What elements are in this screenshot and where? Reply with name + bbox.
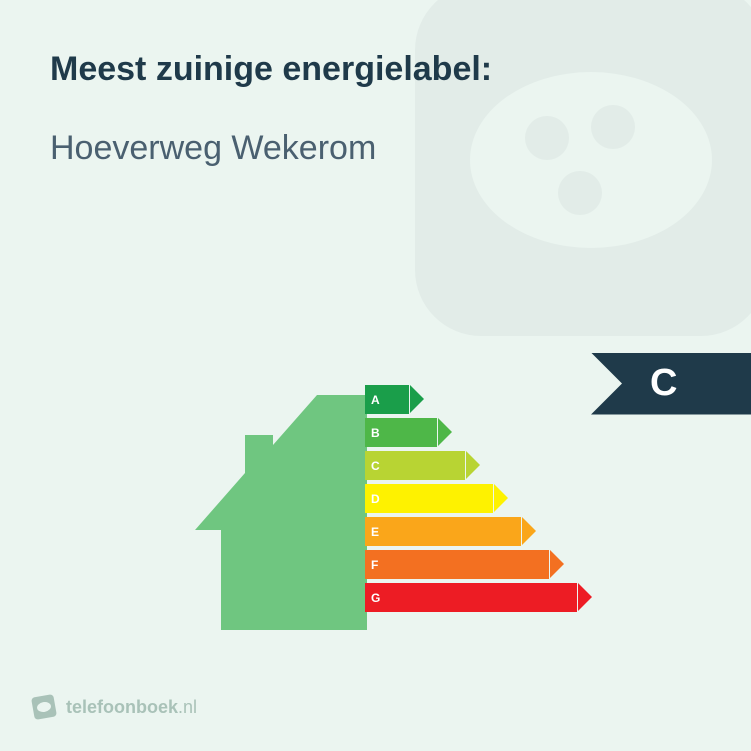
bar-label: A	[371, 393, 380, 407]
card-subtitle: Hoeverweg Wekerom	[50, 129, 701, 168]
rating-indicator: C	[591, 353, 751, 415]
rating-letter: C	[619, 362, 677, 405]
footer-tld: .nl	[178, 697, 197, 717]
energy-label-card: Meest zuinige energielabel: Hoeverweg We…	[0, 0, 751, 751]
bar-label: D	[371, 492, 380, 506]
bar-label: C	[371, 459, 380, 473]
energy-chart: A B C D E F G C	[195, 385, 751, 645]
footer-logo-icon	[30, 693, 58, 721]
energy-bar-d: D	[365, 484, 577, 513]
energy-bar-e: E	[365, 517, 577, 546]
energy-bars: A B C D E F G	[365, 385, 577, 616]
card-title: Meest zuinige energielabel:	[50, 50, 701, 89]
house-icon	[195, 395, 367, 630]
energy-bar-c: C	[365, 451, 577, 480]
bar-label: F	[371, 558, 378, 572]
bar-label: B	[371, 426, 380, 440]
bar-label: G	[371, 591, 380, 605]
footer-brand-name: telefoonboek	[66, 697, 178, 717]
bar-label: E	[371, 525, 379, 539]
energy-bar-a: A	[365, 385, 577, 414]
footer: telefoonboek.nl	[30, 693, 197, 721]
energy-bar-f: F	[365, 550, 577, 579]
footer-brand: telefoonboek.nl	[66, 697, 197, 718]
energy-bar-g: G	[365, 583, 577, 612]
energy-bar-b: B	[365, 418, 577, 447]
